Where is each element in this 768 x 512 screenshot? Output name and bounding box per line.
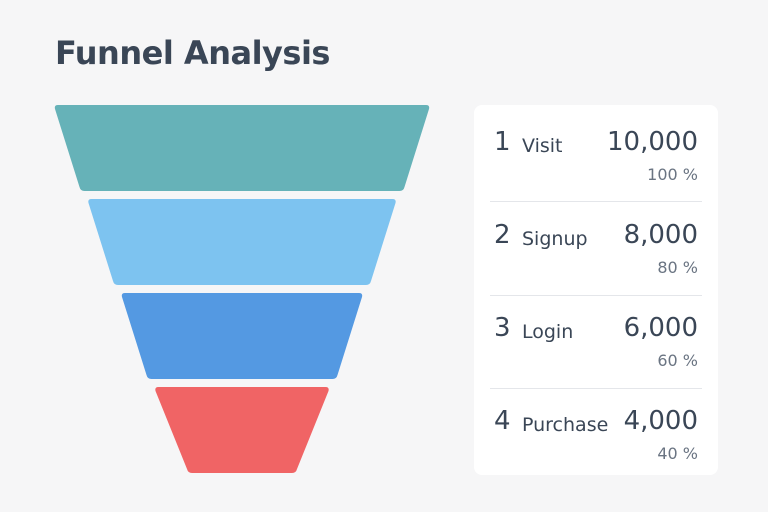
stage-rank: 4 (494, 406, 511, 436)
stage-rank: 3 (494, 313, 511, 343)
stage-row-login: 3 Login 6,000 60 % (490, 291, 702, 384)
stage-count: 10,000 (607, 127, 698, 157)
stage-percent: 80 % (657, 258, 698, 277)
stage-percent: 40 % (657, 444, 698, 463)
stage-row-signup: 2 Signup 8,000 80 % (490, 198, 702, 291)
funnel-segment-visit (54, 105, 430, 191)
stage-count: 6,000 (623, 313, 698, 343)
stage-count: 8,000 (623, 220, 698, 250)
stage-percent: 60 % (657, 351, 698, 370)
row-divider (490, 388, 702, 389)
row-divider (490, 201, 702, 202)
row-divider (490, 295, 702, 296)
stage-percent: 100 % (647, 165, 698, 184)
stage-rank: 1 (494, 127, 511, 157)
funnel-segment-purchase (155, 387, 329, 473)
stage-count: 4,000 (623, 406, 698, 436)
funnel-segment-login (121, 293, 363, 379)
stage-row-purchase: 4 Purchase 4,000 40 % (490, 384, 702, 477)
stage-label: Purchase (522, 414, 609, 436)
stage-label: Login (522, 321, 574, 343)
stage-rank: 2 (494, 220, 511, 250)
chart-title: Funnel Analysis (55, 34, 330, 72)
stage-row-visit: 1 Visit 10,000 100 % (490, 105, 702, 198)
stage-summary-panel: 1 Visit 10,000 100 % 2 Signup 8,000 80 %… (474, 105, 718, 475)
stage-label: Visit (522, 135, 563, 157)
stage-label: Signup (522, 228, 588, 250)
funnel-segment-signup (88, 199, 396, 285)
